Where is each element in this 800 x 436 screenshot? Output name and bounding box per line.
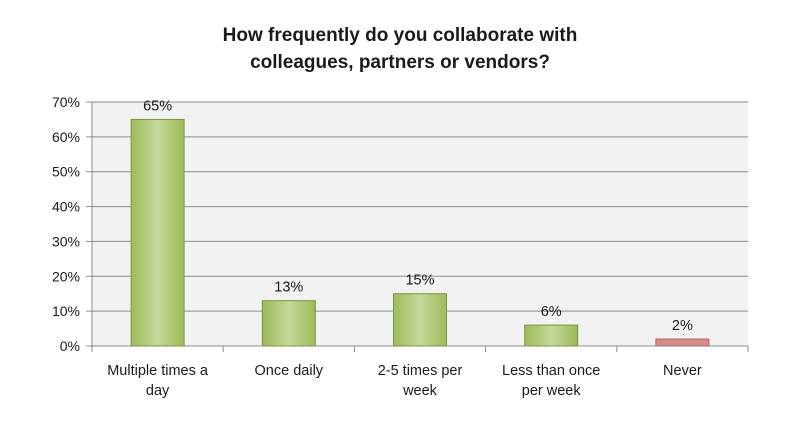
y-tick-label: 0% [60,338,80,354]
category-label: day [146,383,170,399]
category-label: Once daily [255,363,324,379]
y-tick-label: 20% [52,268,80,284]
bar [130,118,185,347]
chart-title-line-2: colleagues, partners or vendors? [250,52,550,73]
bar [655,338,710,347]
bar [524,324,579,347]
chart-title: How frequently do you collaborate with c… [0,22,800,76]
category-label: Multiple times a [107,363,209,379]
data-label: 15% [405,273,434,289]
data-label: 2% [672,318,693,334]
category-label: week [402,383,438,399]
y-tick-label: 70% [52,94,80,110]
y-tick-label: 30% [52,233,80,249]
data-label: 65% [143,98,172,114]
y-tick-label: 50% [52,164,80,180]
y-tick-label: 40% [52,199,80,215]
y-tick-label: 10% [52,303,80,319]
category-label: 2-5 times per [378,363,463,379]
bar [393,293,447,347]
category-label: Never [663,363,702,379]
data-label: 13% [274,280,303,296]
chart-title-line-1: How frequently do you collaborate with [222,25,578,46]
category-label: per week [522,383,582,399]
bar [261,300,316,347]
data-label: 6% [541,304,562,320]
category-label: Less than once [502,363,600,379]
y-tick-label: 60% [52,129,80,145]
